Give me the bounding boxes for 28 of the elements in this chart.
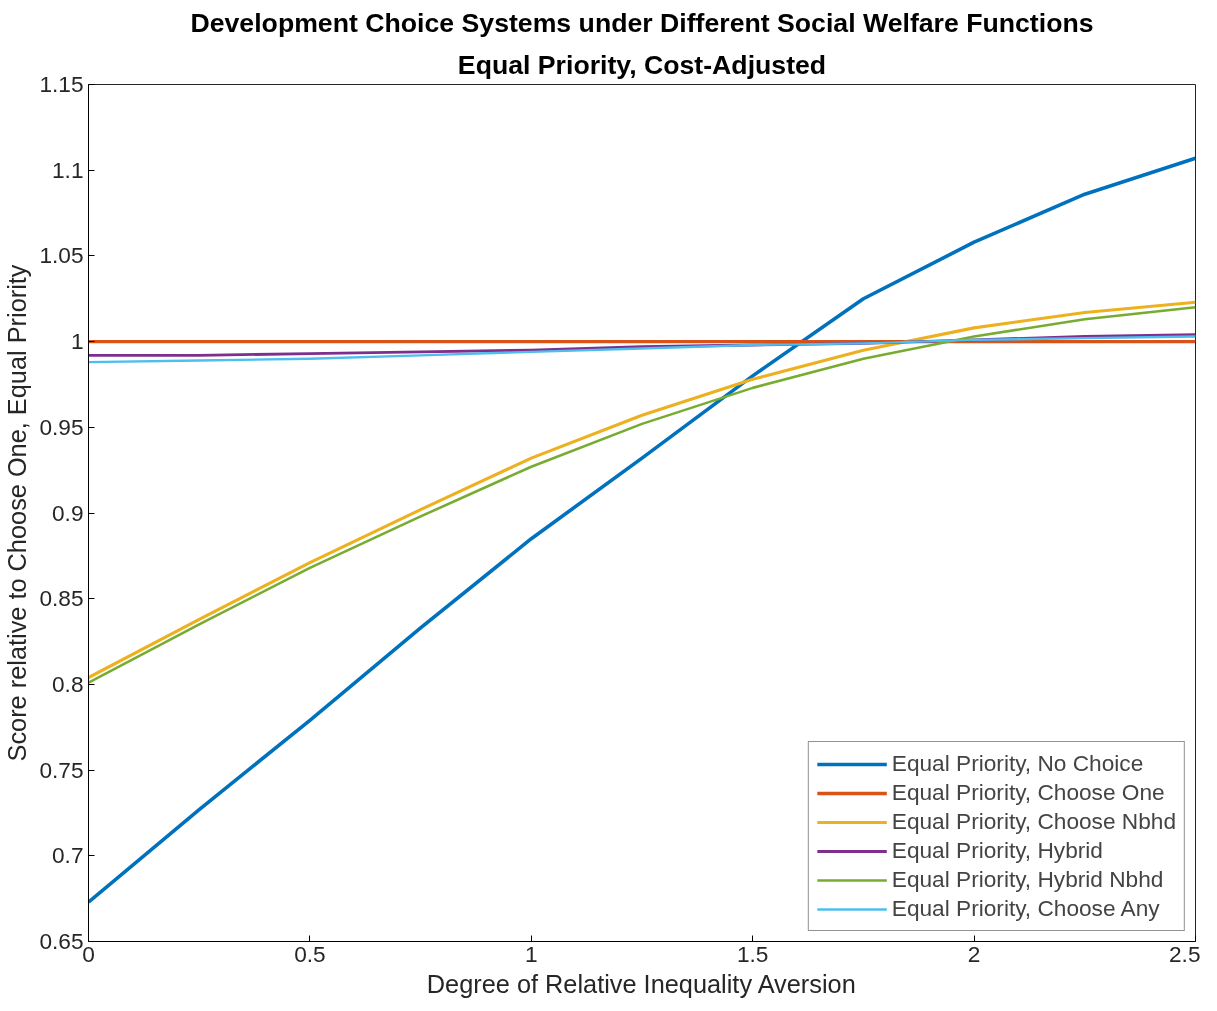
y-tick-label: 0.85 xyxy=(39,585,84,612)
x-tick-label: 0.5 xyxy=(294,940,326,967)
legend-label: Equal Priority, No Choice xyxy=(891,750,1144,777)
line-series xyxy=(88,335,1196,364)
y-tick-label: 0.95 xyxy=(39,413,84,440)
legend-label: Equal Priority, Hybrid xyxy=(891,837,1103,864)
y-tick-label: 0.9 xyxy=(52,499,84,526)
x-axis-title: Degree of Relative Inequality Aversion xyxy=(426,969,856,998)
y-tick-label: 0.7 xyxy=(52,842,84,869)
x-tick-label: 2 xyxy=(967,940,981,967)
legend-label: Equal Priority, Choose Nbhd xyxy=(891,808,1176,835)
y-tick-label: 1.15 xyxy=(39,71,84,97)
x-tick-label: 1.5 xyxy=(736,940,769,967)
chart-subtitle: Equal Priority, Cost-Adjusted xyxy=(457,49,827,80)
legend-label: Equal Priority, Hybrid Nbhd xyxy=(891,866,1164,893)
y-axis-title: Score relative to Choose One, Equal Priority xyxy=(3,264,32,762)
y-tick-label: 0.65 xyxy=(39,928,84,954)
legend-label: Equal Priority, Choose One xyxy=(891,779,1165,806)
y-tick-label: 0.75 xyxy=(39,756,84,783)
x-tick-label: 0 xyxy=(82,940,95,967)
legend-label: Equal Priority, Choose Any xyxy=(891,895,1160,922)
y-tick-label: 0.8 xyxy=(52,670,84,697)
x-tick-label: 2.5 xyxy=(1169,940,1201,967)
x-tick-label: 1 xyxy=(525,940,538,967)
y-tick-label: 1.05 xyxy=(39,242,84,269)
chart-title: Development Choice Systems under Different Social Welfare Functions xyxy=(190,7,1094,38)
y-tick-label: 1 xyxy=(70,328,84,355)
y-tick-label: 1.1 xyxy=(52,156,84,183)
